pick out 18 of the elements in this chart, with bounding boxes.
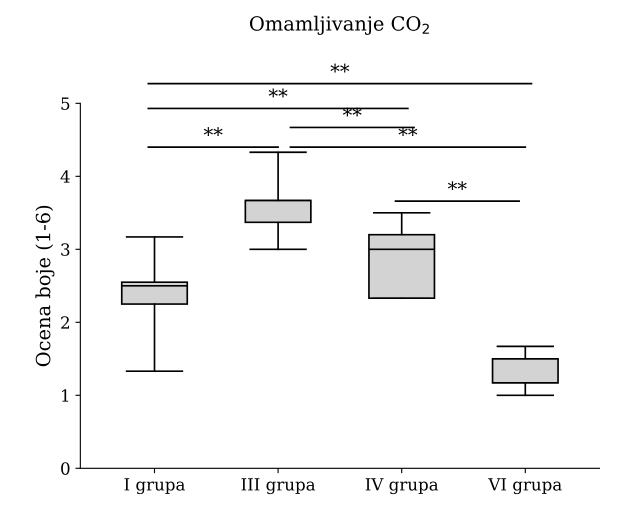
x-tick-label: I grupa [124, 478, 185, 494]
x-tick-label: IV grupa [366, 478, 438, 494]
annotation: ** [448, 181, 467, 190]
x-tick-label: VI grupa [488, 478, 562, 494]
x-tick-label: III grupa [242, 478, 316, 494]
annotation: ** [204, 127, 223, 136]
y-tick-label: 1 [62, 389, 68, 402]
chart-title: Omamljivanje CO$_{2}$ [250, 16, 429, 35]
text: ** [268, 88, 288, 98]
y-tick-label: 4 [60, 170, 70, 183]
annotation: ** [398, 127, 418, 136]
y-tick-label: 2 [61, 316, 69, 329]
y-tick-label: 5 [61, 98, 70, 110]
annotation: ** [342, 107, 362, 116]
y-tick-label: 0 [61, 462, 70, 475]
y-tick-label: 3 [61, 243, 70, 256]
y-axis-title: Ocena boje (1-6) [35, 206, 54, 366]
text: ** [330, 64, 350, 73]
